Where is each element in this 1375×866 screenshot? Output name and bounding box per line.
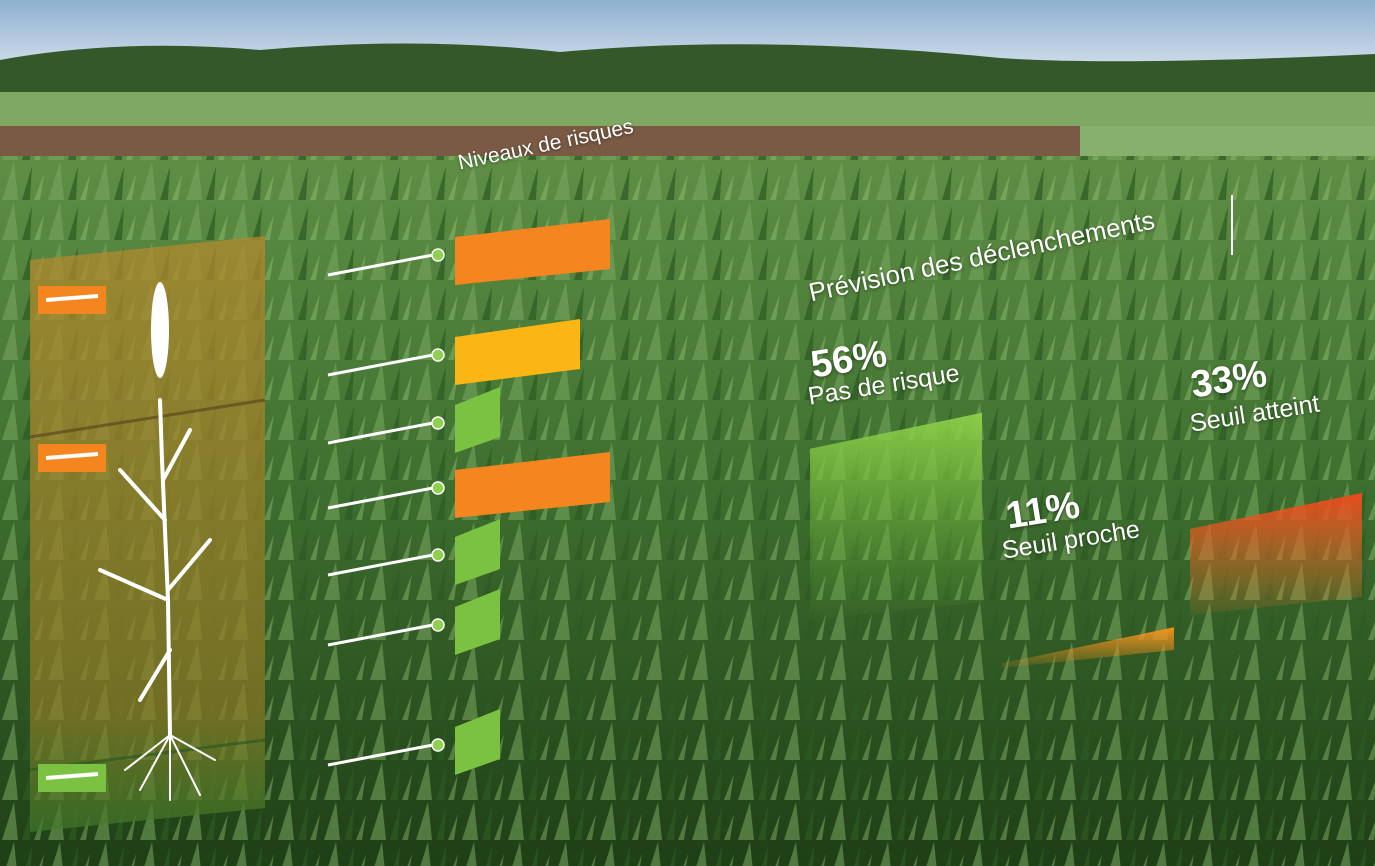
risk-connector-line — [327, 421, 434, 445]
risk-level-bar — [455, 709, 500, 775]
risk-connector-dot — [431, 481, 445, 495]
forecast-bar-1 — [810, 412, 982, 620]
risk-connector-line — [327, 623, 434, 647]
risk-connector-line — [327, 253, 434, 277]
risk-connector-line — [327, 353, 434, 377]
forecast-bar-3 — [1190, 492, 1362, 615]
risk-level-bar — [455, 387, 500, 453]
risk-connector-line — [327, 486, 434, 510]
plant-marker-line — [45, 294, 99, 302]
risk-level-bar — [455, 319, 580, 385]
risk-connector-dot — [431, 738, 445, 752]
forecast-bars — [810, 412, 1362, 668]
risk-connector-dot — [431, 348, 445, 362]
risk-level-bar — [455, 219, 610, 285]
plant-markers — [38, 286, 106, 792]
risk-connector-line — [327, 743, 434, 767]
risk-level-bar — [455, 519, 500, 585]
plant-panel — [29, 236, 266, 832]
wheat-plant-icon — [98, 282, 216, 801]
risk-connector-dot — [431, 618, 445, 632]
risk-connector-dot — [431, 416, 445, 430]
risk-level-bar — [455, 589, 500, 655]
plant-marker-line — [45, 452, 99, 460]
plant-marker-line — [45, 772, 99, 780]
risk-connector-line — [327, 553, 434, 577]
risk-connectors — [327, 248, 445, 767]
forecast-bar-2 — [1002, 627, 1174, 668]
risk-level-bars — [455, 219, 610, 775]
risk-connector-dot — [431, 548, 445, 562]
risk-level-bar — [455, 452, 610, 518]
risk-connector-dot — [431, 248, 445, 262]
